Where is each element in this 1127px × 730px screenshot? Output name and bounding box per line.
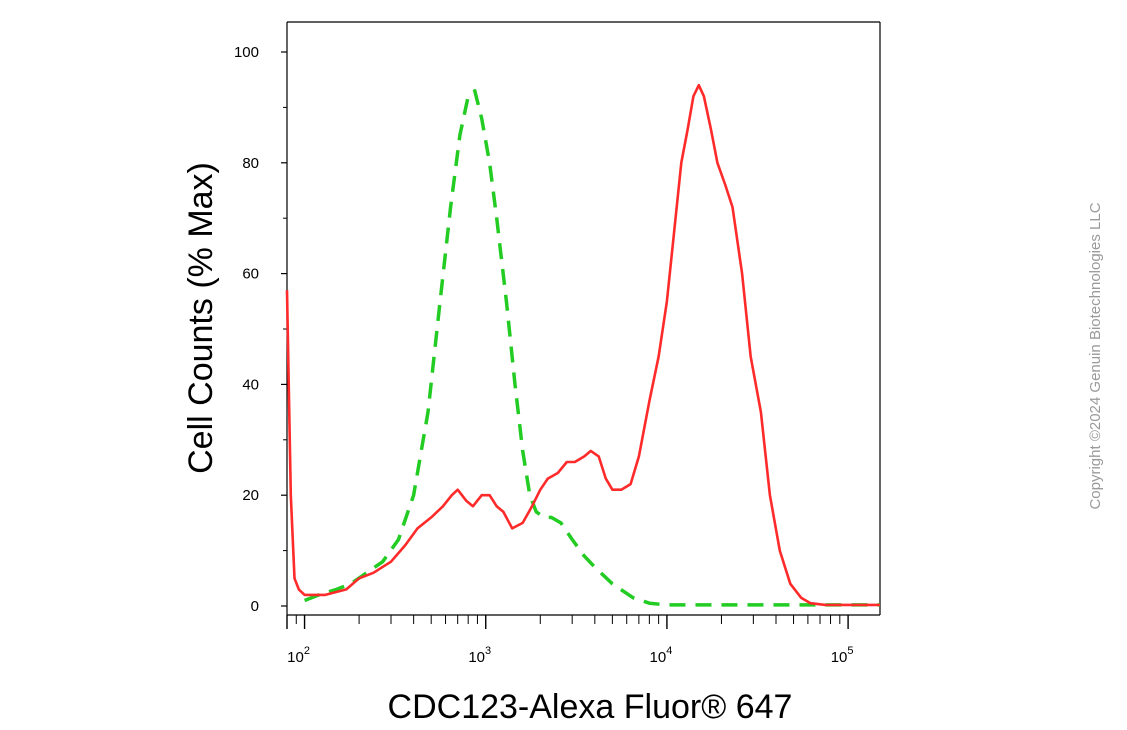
- series-layer: [285, 83, 880, 607]
- plot-frame: [286, 21, 881, 616]
- copyright-watermark: Copyright ©2024 Genuin Biotechnologies L…: [1087, 202, 1104, 509]
- y-tick-label: 0: [251, 598, 259, 615]
- y-tick-label: 60: [242, 266, 259, 283]
- series-line-sample: [285, 83, 880, 607]
- y-tick-label: 80: [242, 155, 259, 172]
- x-tick-label: 105: [831, 645, 854, 666]
- y-tick-label: 100: [234, 44, 259, 61]
- y-tick-label: 20: [242, 487, 259, 504]
- x-axis: 102 103 104 105: [286, 615, 854, 666]
- x-tick-label: 103: [468, 645, 491, 666]
- x-tick-label: 102: [287, 645, 310, 666]
- x-axis-title: CDC123-Alexa Fluor® 647: [388, 688, 793, 726]
- y-tick-label: 40: [242, 376, 259, 393]
- x-tick-label: 104: [650, 645, 673, 666]
- y-axis: 0 20 40 60 80 100: [234, 44, 287, 615]
- y-axis-title: Cell Counts (% Max): [182, 162, 220, 474]
- series-line-control: [303, 89, 880, 607]
